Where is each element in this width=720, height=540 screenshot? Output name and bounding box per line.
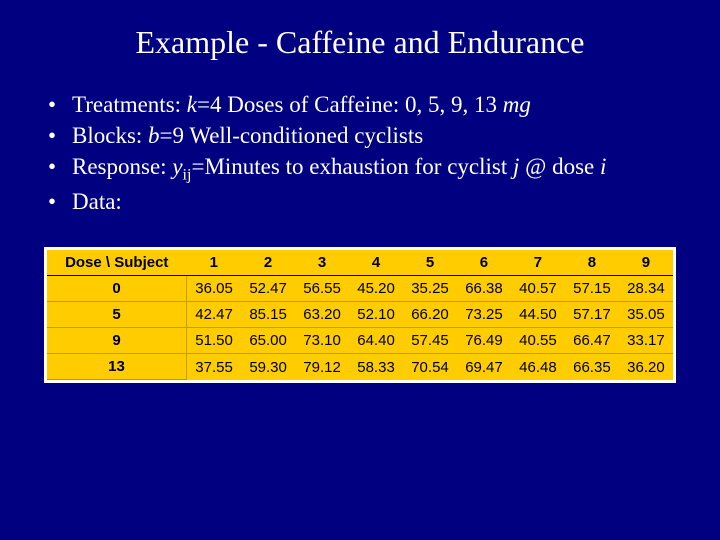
- col-header: 1: [186, 250, 241, 276]
- text: Treatments:: [72, 92, 187, 117]
- bullet-list: Treatments: k=4 Doses of Caffeine: 0, 5,…: [40, 89, 680, 217]
- text: =Minutes to exhaustion for cyclist: [191, 154, 513, 179]
- col-header: 2: [241, 250, 295, 276]
- unit-mg: mg: [503, 92, 531, 117]
- cell: 70.54: [403, 354, 457, 380]
- cell: 58.33: [349, 354, 403, 380]
- bullet-response: Response: yij=Minutes to exhaustion for …: [48, 151, 680, 186]
- col-header: 8: [565, 250, 619, 276]
- data-table-container: Dose \ Subject 1 2 3 4 5 6 7 8 9 0 36.05…: [44, 247, 676, 383]
- cell: 57.45: [403, 328, 457, 354]
- cell: 44.50: [511, 302, 565, 328]
- cell: 42.47: [186, 302, 241, 328]
- cell: 40.57: [511, 276, 565, 302]
- cell: 69.47: [457, 354, 511, 380]
- text: =4 Doses of Caffeine: 0, 5, 9, 13: [197, 92, 503, 117]
- table-row: 13 37.55 59.30 79.12 58.33 70.54 69.47 4…: [47, 354, 673, 380]
- cell: 57.17: [565, 302, 619, 328]
- text: Response:: [72, 154, 172, 179]
- cell: 85.15: [241, 302, 295, 328]
- text: Blocks:: [72, 123, 148, 148]
- row-header: 13: [47, 354, 186, 380]
- var-b: b: [148, 123, 160, 148]
- cell: 52.47: [241, 276, 295, 302]
- col-header: 7: [511, 250, 565, 276]
- var-i: i: [600, 154, 606, 179]
- cell: 63.20: [295, 302, 349, 328]
- col-header: 9: [619, 250, 673, 276]
- col-header: 4: [349, 250, 403, 276]
- col-header: 5: [403, 250, 457, 276]
- cell: 52.10: [349, 302, 403, 328]
- cell: 35.25: [403, 276, 457, 302]
- cell: 65.00: [241, 328, 295, 354]
- cell: 76.49: [457, 328, 511, 354]
- cell: 45.20: [349, 276, 403, 302]
- cell: 56.55: [295, 276, 349, 302]
- cell: 66.20: [403, 302, 457, 328]
- cell: 79.12: [295, 354, 349, 380]
- slide: Example - Caffeine and Endurance Treatme…: [0, 0, 720, 540]
- table-header-row: Dose \ Subject 1 2 3 4 5 6 7 8 9: [47, 250, 673, 276]
- text: =9 Well-conditioned cyclists: [160, 123, 424, 148]
- row-header: 5: [47, 302, 186, 328]
- cell: 73.25: [457, 302, 511, 328]
- text: @ dose: [519, 154, 600, 179]
- table-row: 9 51.50 65.00 73.10 64.40 57.45 76.49 40…: [47, 328, 673, 354]
- cell: 46.48: [511, 354, 565, 380]
- slide-title: Example - Caffeine and Endurance: [40, 24, 680, 61]
- cell: 66.47: [565, 328, 619, 354]
- table-row: 0 36.05 52.47 56.55 45.20 35.25 66.38 40…: [47, 276, 673, 302]
- cell: 28.34: [619, 276, 673, 302]
- row-header: 0: [47, 276, 186, 302]
- col-header: 6: [457, 250, 511, 276]
- cell: 51.50: [186, 328, 241, 354]
- cell: 36.05: [186, 276, 241, 302]
- cell: 64.40: [349, 328, 403, 354]
- cell: 57.15: [565, 276, 619, 302]
- var-k: k: [187, 92, 197, 117]
- cell: 40.55: [511, 328, 565, 354]
- bullet-blocks: Blocks: b=9 Well-conditioned cyclists: [48, 120, 680, 151]
- cell: 66.38: [457, 276, 511, 302]
- col-header: 3: [295, 250, 349, 276]
- bullet-data: Data:: [48, 186, 680, 217]
- cell: 66.35: [565, 354, 619, 380]
- table-body: 0 36.05 52.47 56.55 45.20 35.25 66.38 40…: [47, 276, 673, 380]
- data-table: Dose \ Subject 1 2 3 4 5 6 7 8 9 0 36.05…: [47, 250, 673, 380]
- table-row: 5 42.47 85.15 63.20 52.10 66.20 73.25 44…: [47, 302, 673, 328]
- cell: 59.30: [241, 354, 295, 380]
- cell: 73.10: [295, 328, 349, 354]
- cell: 35.05: [619, 302, 673, 328]
- bullet-treatments: Treatments: k=4 Doses of Caffeine: 0, 5,…: [48, 89, 680, 120]
- var-y: y: [172, 154, 182, 179]
- corner-header: Dose \ Subject: [47, 250, 186, 276]
- row-header: 9: [47, 328, 186, 354]
- cell: 37.55: [186, 354, 241, 380]
- cell: 36.20: [619, 354, 673, 380]
- cell: 33.17: [619, 328, 673, 354]
